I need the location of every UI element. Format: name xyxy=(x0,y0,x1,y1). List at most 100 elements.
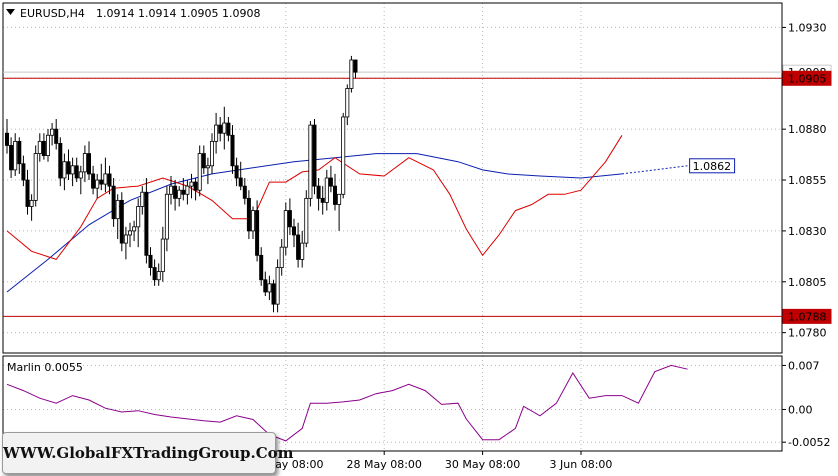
candle-body xyxy=(46,134,51,157)
candle xyxy=(111,178,116,227)
candle-body xyxy=(214,124,219,142)
candle-body xyxy=(275,267,280,305)
candle-body xyxy=(189,181,194,187)
candle-body xyxy=(78,171,83,179)
candle-body xyxy=(226,122,231,136)
candle xyxy=(173,180,178,211)
candle xyxy=(296,222,301,268)
candle-body xyxy=(82,153,87,173)
candle xyxy=(349,55,354,93)
candle-body xyxy=(62,161,67,179)
candle-body xyxy=(312,124,317,187)
indicator-tick-label: 0.007 xyxy=(788,359,820,372)
candle xyxy=(238,161,243,191)
collapse-triangle-icon[interactable] xyxy=(6,9,15,15)
y-tick-label: 1.0855 xyxy=(788,174,827,187)
candle-body xyxy=(304,197,309,244)
candle-body xyxy=(103,173,108,185)
candle-body xyxy=(291,226,296,236)
candle xyxy=(115,194,120,240)
candle xyxy=(250,206,255,240)
x-tick-label: 28 May 08:00 xyxy=(346,458,421,471)
candle-body xyxy=(119,199,124,244)
candle xyxy=(99,163,104,191)
candle-body xyxy=(259,254,264,281)
candle xyxy=(345,84,350,126)
candle xyxy=(160,226,165,282)
candle xyxy=(267,275,272,301)
candle xyxy=(29,194,34,221)
candle-body xyxy=(230,134,235,167)
candle-body xyxy=(115,199,120,220)
candle xyxy=(156,263,161,286)
candle xyxy=(13,133,18,176)
candle xyxy=(148,247,153,276)
candle-body xyxy=(152,267,157,281)
candle xyxy=(242,178,247,205)
indicator-axis: 0.007 0.00 -0.0052 xyxy=(782,359,830,449)
candle xyxy=(168,175,173,205)
candle-body xyxy=(324,177,329,203)
candle xyxy=(152,259,157,286)
candle xyxy=(95,173,100,199)
candle-body xyxy=(267,283,272,293)
x-tick-label: 3 Jun 08:00 xyxy=(550,458,613,471)
candle xyxy=(66,149,71,181)
candle xyxy=(234,157,239,187)
candle-body xyxy=(168,185,173,195)
candle xyxy=(304,190,309,248)
candle xyxy=(82,145,87,183)
level-tag: 1.0905 xyxy=(788,72,827,85)
candle-body xyxy=(238,177,243,187)
candle xyxy=(230,125,235,174)
candle xyxy=(123,226,128,260)
y-tick-label: 1.0780 xyxy=(788,327,827,340)
candle-body xyxy=(271,283,276,305)
candle xyxy=(78,165,83,195)
candle-body xyxy=(17,140,22,165)
candle xyxy=(132,220,137,242)
candle xyxy=(119,192,124,252)
candle xyxy=(201,145,206,174)
candle xyxy=(337,193,342,231)
candle-body xyxy=(50,128,55,136)
candle xyxy=(226,116,231,142)
y-tick-label: 1.0930 xyxy=(788,21,827,34)
candle-body xyxy=(33,153,38,201)
marlin-line xyxy=(6,364,688,442)
indicator-tick-label: 0.00 xyxy=(788,403,813,416)
candle xyxy=(328,165,333,193)
candle-body xyxy=(181,189,186,195)
candle-body xyxy=(255,210,260,256)
candle xyxy=(259,247,264,286)
ohlc-values: 1.0914 1.0914 1.0905 1.0908 xyxy=(96,7,260,20)
candle xyxy=(46,129,51,162)
candle xyxy=(103,157,108,193)
candle-body xyxy=(164,193,169,240)
ma-slow-projection xyxy=(621,165,688,175)
candle-body xyxy=(132,226,137,232)
candle-body xyxy=(74,165,79,179)
candle xyxy=(127,222,132,248)
candle-body xyxy=(234,165,239,179)
candle xyxy=(193,178,198,201)
candle xyxy=(25,169,30,215)
candle xyxy=(91,165,96,195)
candle xyxy=(33,145,38,207)
candle xyxy=(353,59,358,79)
candle-body xyxy=(320,197,325,203)
candle-body xyxy=(123,234,128,244)
candle-body xyxy=(328,177,333,187)
candle xyxy=(144,178,149,264)
candle-body xyxy=(91,173,96,189)
candle-body xyxy=(95,179,100,189)
candle-body xyxy=(5,132,10,146)
candle-body xyxy=(54,128,59,144)
candle-body xyxy=(308,124,313,199)
candle-body xyxy=(148,254,153,268)
candle-body xyxy=(107,173,112,187)
candle xyxy=(5,118,10,154)
candle-body xyxy=(283,210,288,248)
candle-body xyxy=(349,59,354,89)
candle xyxy=(312,118,317,195)
